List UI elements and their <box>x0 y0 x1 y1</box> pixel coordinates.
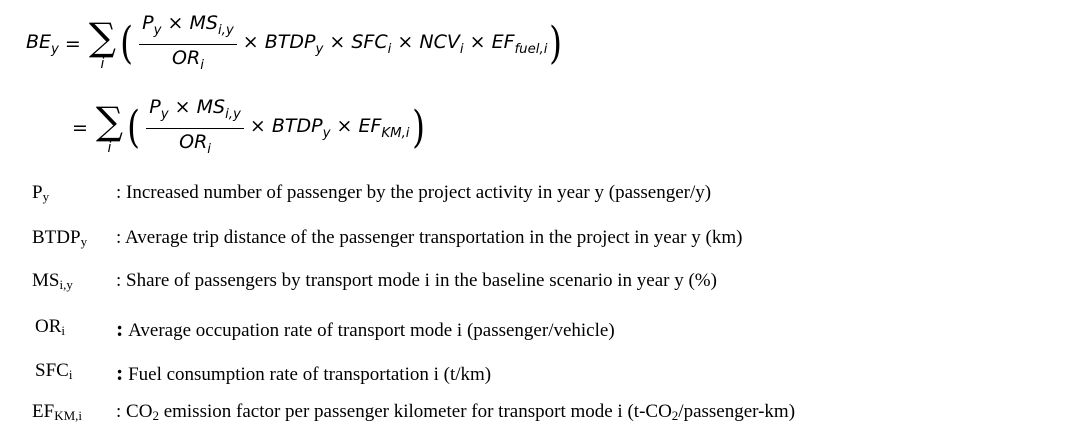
product-terms: × BTDPy × EFKM,i <box>249 115 410 142</box>
variable-row-ef: EFKM,i : CO2 emission factor per passeng… <box>0 401 1068 431</box>
variable-description: : Fuel consumption rate of transportatio… <box>116 360 492 385</box>
equals-sign: = <box>72 117 88 140</box>
variable-symbol: SFCi <box>35 360 73 382</box>
variable-row-sfc: SFCi : Fuel consumption rate of transpor… <box>0 360 1068 390</box>
variable-row-btdp: BTDPy : Average trip distance of the pas… <box>0 227 1068 257</box>
left-paren: ( <box>127 102 141 154</box>
variable-description: : Average occupation rate of transport m… <box>116 316 615 341</box>
numerator: Py × MSi,y <box>139 12 237 45</box>
variable-symbol: Py <box>32 182 50 204</box>
variable-symbol: EFKM,i <box>32 401 82 423</box>
right-paren: ) <box>549 18 563 70</box>
variable-row-or: ORi : Average occupation rate of transpo… <box>0 316 1068 346</box>
variable-row-ms: MSi,y : Share of passengers by transport… <box>0 270 1068 300</box>
variable-row-p: Py : Increased number of passenger by th… <box>0 182 1068 212</box>
equals-sign: = <box>64 33 81 56</box>
fraction: Py × MSi,y ORi <box>146 96 244 161</box>
numerator: Py × MSi,y <box>146 96 244 129</box>
variable-symbol: BTDPy <box>32 227 88 249</box>
product-terms: × BTDPy × SFCi × NCVi × EFfuel,i <box>242 31 548 58</box>
summation-symbol: ∑ i <box>88 14 116 72</box>
left-paren: ( <box>120 18 134 70</box>
right-paren: ) <box>411 102 425 154</box>
denominator: ORi <box>172 46 204 73</box>
lhs-symbol: BEy <box>26 31 59 58</box>
variable-description: : CO2 emission factor per passenger kilo… <box>116 401 796 423</box>
variable-description: : Increased number of passenger by the p… <box>116 182 712 203</box>
fraction: Py × MSi,y ORi <box>139 12 237 77</box>
denominator: ORi <box>179 130 211 157</box>
equation-line-1: BEy = ∑ i ( Py × MSi,y ORi × BTDPy × SFC… <box>26 12 565 77</box>
variable-symbol: MSi,y <box>32 270 73 292</box>
equation-line-2: = ∑ i ( Py × MSi,y ORi × BTDPy × EFKM,i … <box>72 96 427 161</box>
variable-symbol: ORi <box>35 316 66 338</box>
summation-symbol: ∑ i <box>95 98 124 156</box>
variable-description: : Share of passengers by transport mode … <box>116 270 717 291</box>
variable-description: : Average trip distance of the passenger… <box>116 227 743 248</box>
